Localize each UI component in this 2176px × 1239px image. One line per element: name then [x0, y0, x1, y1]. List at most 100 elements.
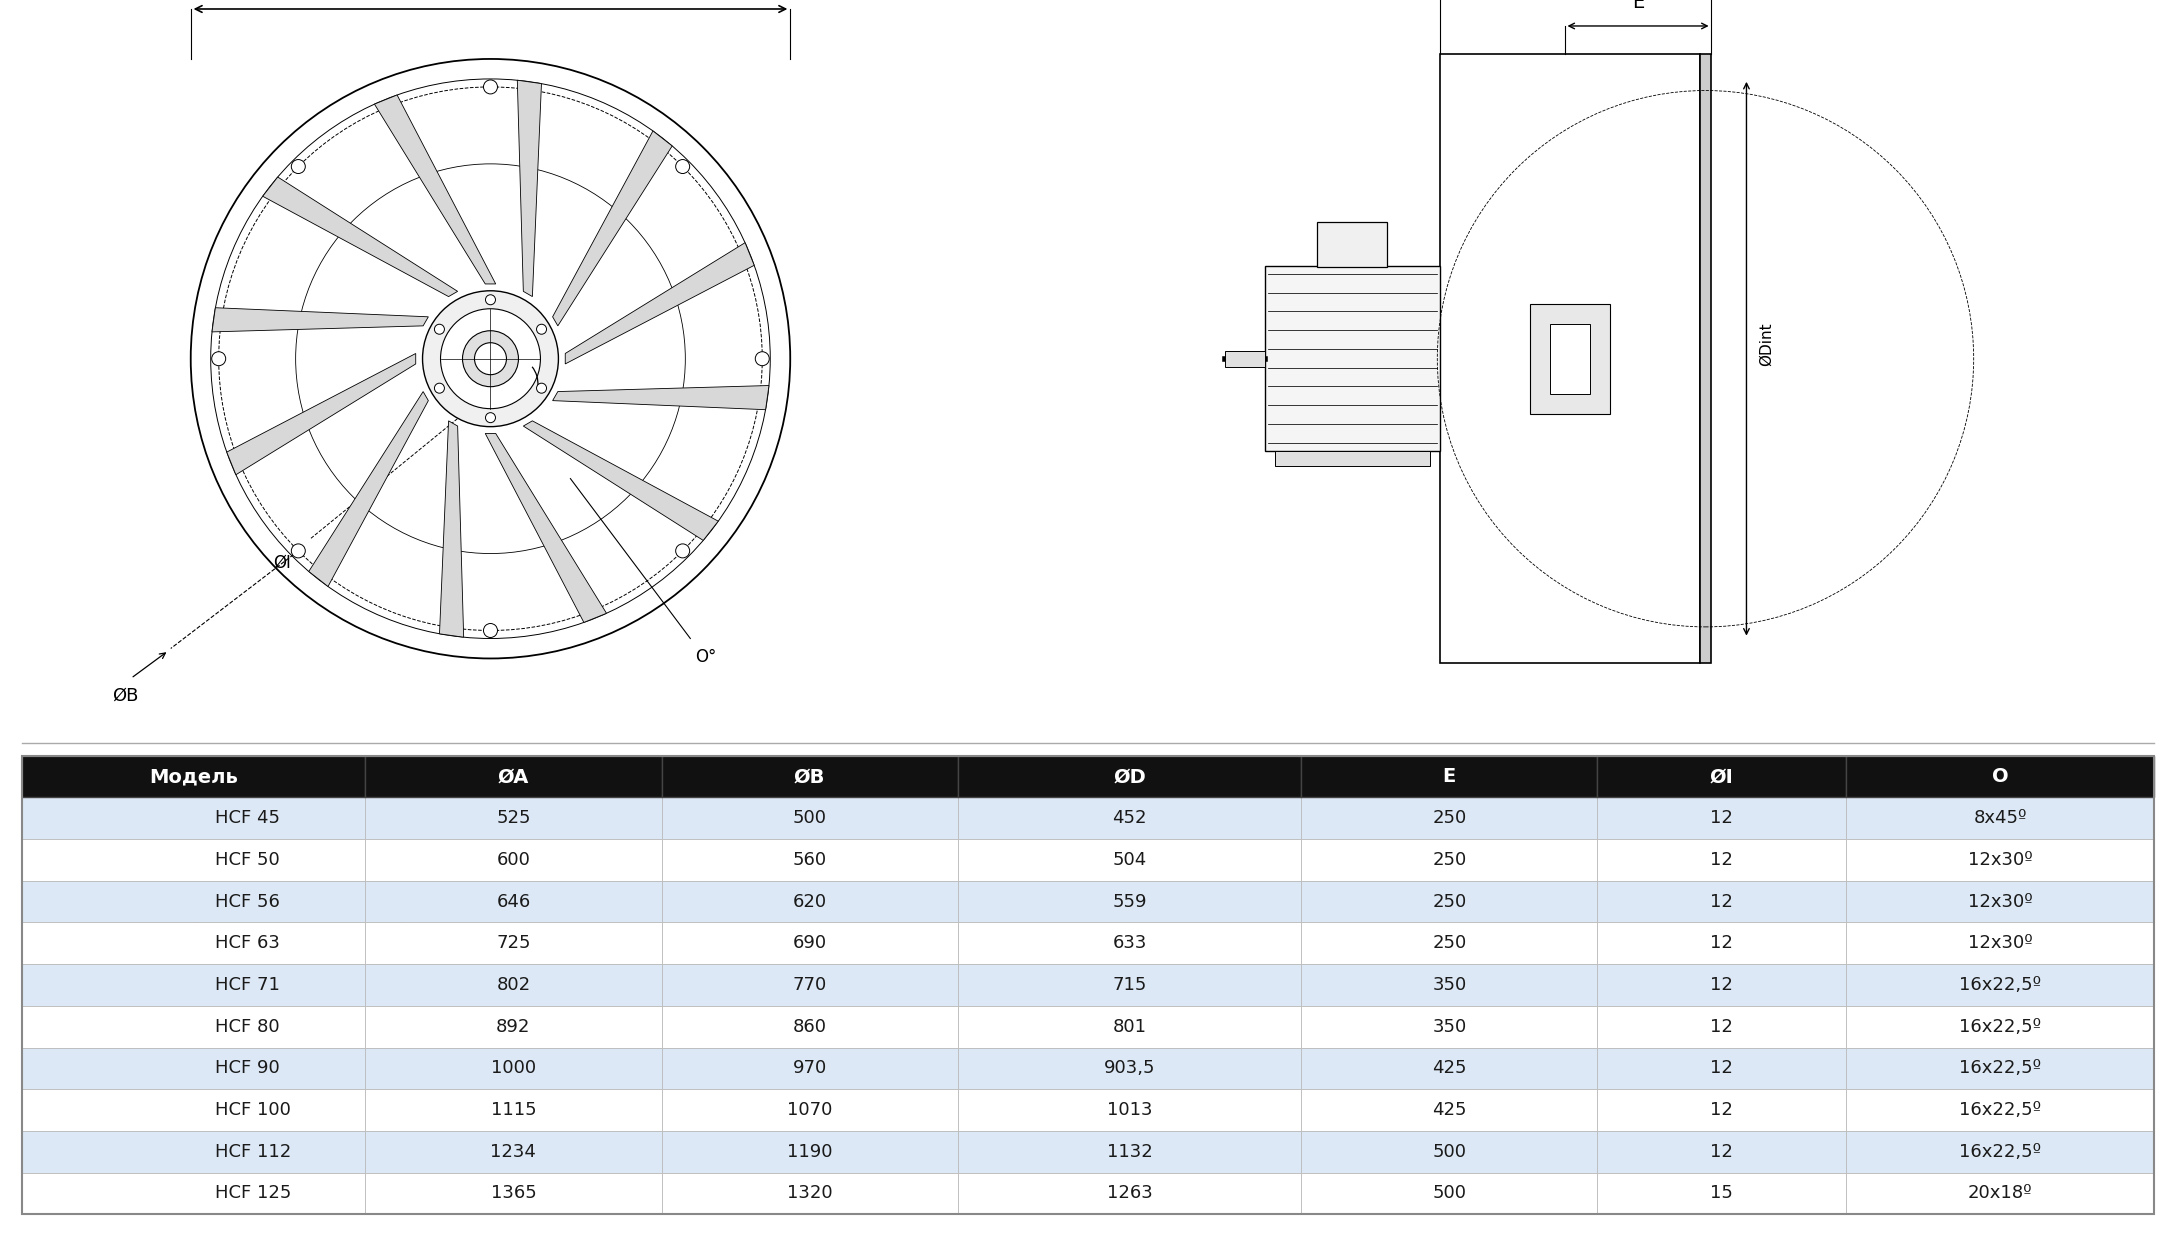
- Bar: [1597, 923, 1845, 964]
- Bar: [662, 839, 957, 881]
- Bar: [1845, 881, 2154, 923]
- Text: ØI: ØI: [1710, 767, 1734, 786]
- Text: 1070: 1070: [788, 1101, 831, 1119]
- Bar: [1301, 1006, 1597, 1047]
- Bar: [957, 756, 1301, 798]
- Bar: [1845, 923, 2154, 964]
- Text: 16x22,5º: 16x22,5º: [1958, 976, 2041, 994]
- Bar: [662, 798, 957, 839]
- Bar: [662, 1131, 957, 1172]
- Text: 690: 690: [792, 934, 827, 953]
- Bar: [22, 881, 366, 923]
- Polygon shape: [440, 421, 463, 637]
- Bar: [1597, 1047, 1845, 1089]
- Text: 20x18º: 20x18º: [1967, 1184, 2032, 1202]
- Text: 12: 12: [1710, 1142, 1734, 1161]
- Bar: [1597, 756, 1845, 798]
- Text: 12: 12: [1710, 809, 1734, 828]
- Bar: [1845, 1172, 2154, 1214]
- Circle shape: [483, 81, 498, 94]
- Text: 16x22,5º: 16x22,5º: [1958, 1101, 2041, 1119]
- Polygon shape: [374, 95, 496, 284]
- Bar: [662, 756, 957, 798]
- Text: 12: 12: [1710, 1059, 1734, 1078]
- Text: 16x22,5º: 16x22,5º: [1958, 1142, 2041, 1161]
- Text: 600: 600: [496, 851, 531, 869]
- Text: HCF 45: HCF 45: [215, 809, 281, 828]
- Text: 525: 525: [496, 809, 531, 828]
- Text: 1263: 1263: [1108, 1184, 1153, 1202]
- Bar: [22, 1131, 366, 1172]
- Text: 452: 452: [1112, 809, 1147, 828]
- Text: 12x30º: 12x30º: [1967, 934, 2032, 953]
- Bar: [366, 1131, 662, 1172]
- Text: HCF 90: HCF 90: [215, 1059, 281, 1078]
- Text: HCF 71: HCF 71: [215, 976, 281, 994]
- Bar: [957, 881, 1301, 923]
- Bar: [1845, 964, 2154, 1006]
- Bar: [662, 881, 957, 923]
- Text: ØB: ØB: [113, 686, 139, 705]
- Circle shape: [537, 383, 546, 393]
- Polygon shape: [154, 898, 444, 963]
- Circle shape: [474, 343, 507, 374]
- Bar: [1530, 304, 1610, 414]
- Bar: [1597, 1172, 1845, 1214]
- Bar: [1301, 1172, 1597, 1214]
- Bar: [1597, 881, 1845, 923]
- Bar: [662, 923, 957, 964]
- Text: HCF 125: HCF 125: [215, 1184, 292, 1202]
- Circle shape: [537, 325, 546, 335]
- Text: 1320: 1320: [788, 1184, 833, 1202]
- Bar: [1845, 839, 2154, 881]
- Bar: [957, 964, 1301, 1006]
- Bar: [1845, 756, 2154, 798]
- Bar: [957, 1131, 1301, 1172]
- Bar: [1301, 1131, 1597, 1172]
- Circle shape: [485, 295, 496, 305]
- Text: 500: 500: [1432, 1142, 1467, 1161]
- Circle shape: [435, 383, 444, 393]
- Text: 8x45º: 8x45º: [1974, 809, 2028, 828]
- Text: 725: 725: [496, 934, 531, 953]
- Bar: [1597, 964, 1845, 1006]
- Text: 560: 560: [792, 851, 827, 869]
- Bar: [1597, 1131, 1845, 1172]
- Text: ØD: ØD: [1114, 767, 1147, 786]
- Polygon shape: [566, 243, 755, 364]
- Bar: [957, 839, 1301, 881]
- Bar: [22, 1172, 366, 1214]
- Bar: [1845, 1131, 2154, 1172]
- Polygon shape: [518, 81, 542, 296]
- Text: 770: 770: [792, 976, 827, 994]
- Polygon shape: [226, 353, 416, 475]
- Text: ØDint: ØDint: [1758, 322, 1773, 366]
- Bar: [1845, 1006, 2154, 1047]
- Polygon shape: [309, 392, 429, 586]
- Text: 12: 12: [1710, 892, 1734, 911]
- Bar: [1845, 1047, 2154, 1089]
- Bar: [366, 756, 662, 798]
- Text: 250: 250: [1432, 934, 1467, 953]
- Bar: [22, 839, 366, 881]
- Text: 1234: 1234: [490, 1142, 535, 1161]
- Bar: [366, 1047, 662, 1089]
- Bar: [957, 1172, 1301, 1214]
- Text: 12x30º: 12x30º: [1967, 851, 2032, 869]
- Text: Модель: Модель: [150, 767, 237, 786]
- Bar: [662, 1047, 957, 1089]
- Text: E: E: [1632, 0, 1645, 12]
- Bar: [366, 964, 662, 1006]
- Text: 350: 350: [1432, 976, 1467, 994]
- Text: 715: 715: [1112, 976, 1147, 994]
- Polygon shape: [553, 385, 768, 410]
- Polygon shape: [485, 434, 607, 622]
- Text: O: O: [1991, 767, 2008, 786]
- Text: HCF 80: HCF 80: [215, 1017, 279, 1036]
- Circle shape: [483, 623, 498, 638]
- Text: HCF 63: HCF 63: [215, 934, 281, 953]
- Text: HCF 56: HCF 56: [215, 892, 281, 911]
- Bar: [366, 881, 662, 923]
- Polygon shape: [524, 421, 718, 540]
- Bar: [1301, 756, 1597, 798]
